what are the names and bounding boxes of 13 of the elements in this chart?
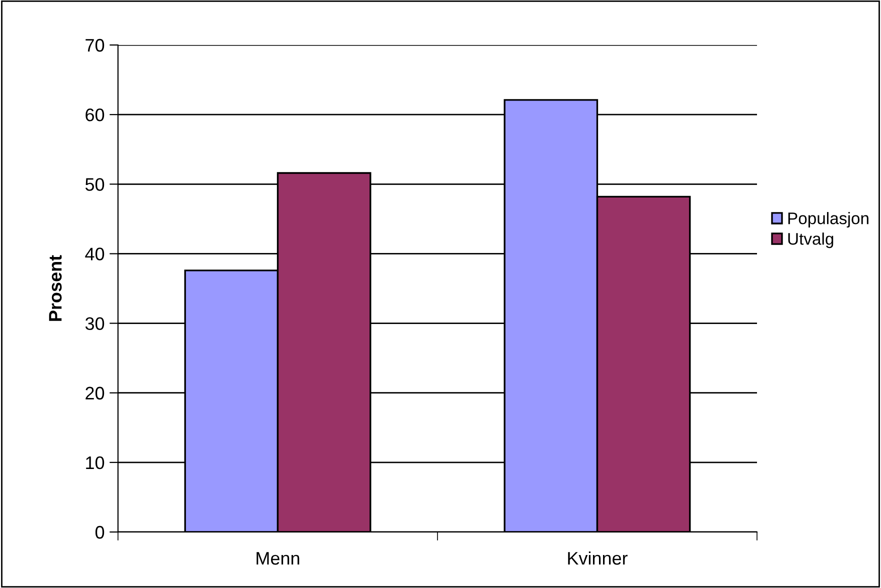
y-tick-label: 70	[86, 38, 104, 52]
x-tick-label: Kvinner	[568, 551, 628, 565]
y-tick-label: 60	[86, 108, 104, 122]
y-tick-label: 10	[86, 456, 104, 470]
x-tick-label: Menn	[256, 552, 300, 565]
y-tick-label: 50	[85, 178, 104, 191]
y-tick-label: 0	[95, 526, 104, 539]
y-tick-label: 30	[85, 317, 104, 330]
y-tick-label: 20	[86, 386, 104, 400]
legend-label: Populasjon	[788, 212, 868, 228]
legend-label: Utvalg	[788, 232, 834, 248]
y-axis-title: Prosent	[49, 255, 62, 321]
y-tick-label: 40	[85, 248, 104, 260]
